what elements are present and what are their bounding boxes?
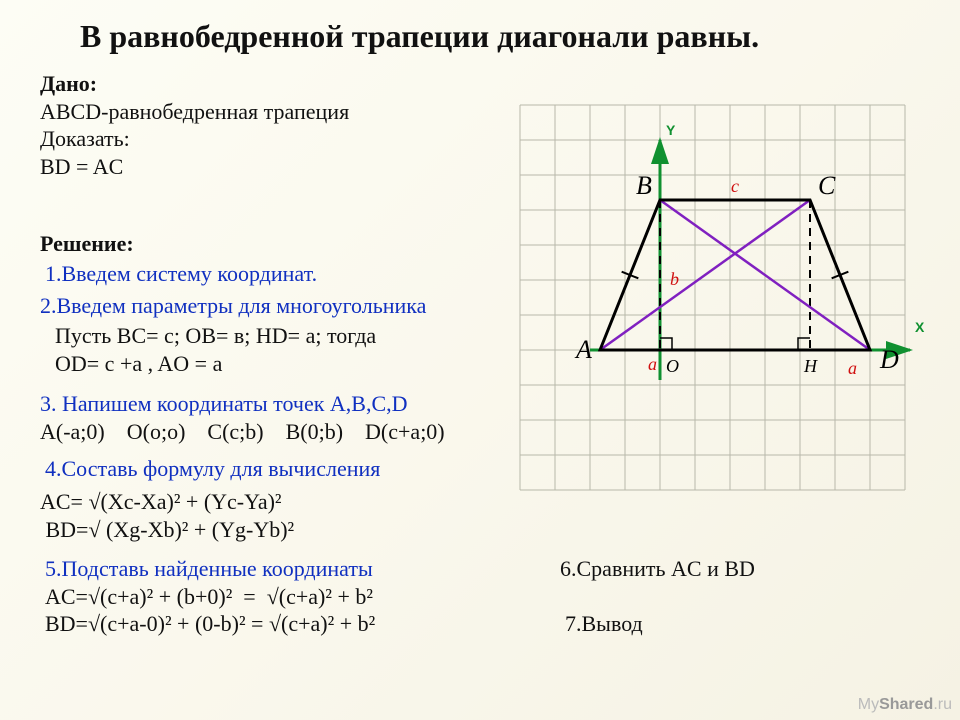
svg-text:a: a [648,354,657,374]
svg-text:Y: Y [666,122,676,138]
solution-label: Решение: [40,230,134,258]
svg-text:H: H [803,356,818,376]
step5-l3: BD=√(c+a-0)² + (0-b)² = √(c+a)² + b² [45,610,375,638]
step3-hd: 3. Напишем координаты точек A,B,C,D [40,390,445,418]
step-1: 1.Введем систему координат. [45,260,317,288]
step3-l2: A(-a;0) O(o;o) C(c;b) B(0;b) D(c+a;0) [40,418,445,446]
given-l1: Дано: [40,70,349,98]
step-6: 6.Сравнить AC и BD [560,555,755,583]
diagram: A B C D O H X Ya a b c [500,85,940,525]
step-7: 7.Вывод [565,610,643,638]
step-4: 4.Составь формулу для вычисления [45,455,380,483]
given-l3: Доказать: [40,125,349,153]
svg-text:D: D [879,345,899,374]
step-5: 5.Подставь найденные координаты AC=√(c+a… [45,555,375,638]
ac-bd-formula: AC= √(Xc-Xa)² + (Yc-Ya)² BD=√ (Xg-Xb)² +… [40,488,294,543]
svg-text:O: O [666,356,679,376]
page-title: В равнобедренной трапеции диагонали равн… [80,18,920,55]
svg-text:a: a [848,358,857,378]
wm-a: My [858,696,879,713]
wm-b: Shared [879,696,933,713]
svg-text:B: B [636,171,652,200]
svg-text:A: A [574,335,592,364]
step5-hd: 5.Подставь найденные координаты [45,555,375,583]
given-l2: ABCD-равнобедренная трапеция [40,98,349,126]
let-l2: OD= c +a , AO = a [55,350,376,378]
svg-text:c: c [731,176,739,196]
svg-text:C: C [818,171,836,200]
step-2: 2.Введем параметры для многоугольника [40,292,426,320]
given-block: Дано: ABCD-равнобедренная трапеция Доказ… [40,70,349,180]
let-block: Пусть BC= c; OB= в; HD= a; тогда OD= c +… [55,322,376,377]
bd-formula: BD=√ (Xg-Xb)² + (Yg-Yb)² [40,516,294,544]
given-l4: BD = AC [40,153,349,181]
let-l1: Пусть BC= c; OB= в; HD= a; тогда [55,322,376,350]
watermark: MyShared.ru [858,696,952,714]
step-3: 3. Напишем координаты точек A,B,C,D A(-a… [40,390,445,445]
ac-formula: AC= √(Xc-Xa)² + (Yc-Ya)² [40,488,294,516]
svg-text:X: X [915,319,925,335]
step5-l2: AC=√(c+a)² + (b+0)² = √(c+a)² + b² [45,583,375,611]
svg-text:b: b [670,269,679,289]
wm-c: .ru [933,696,952,713]
